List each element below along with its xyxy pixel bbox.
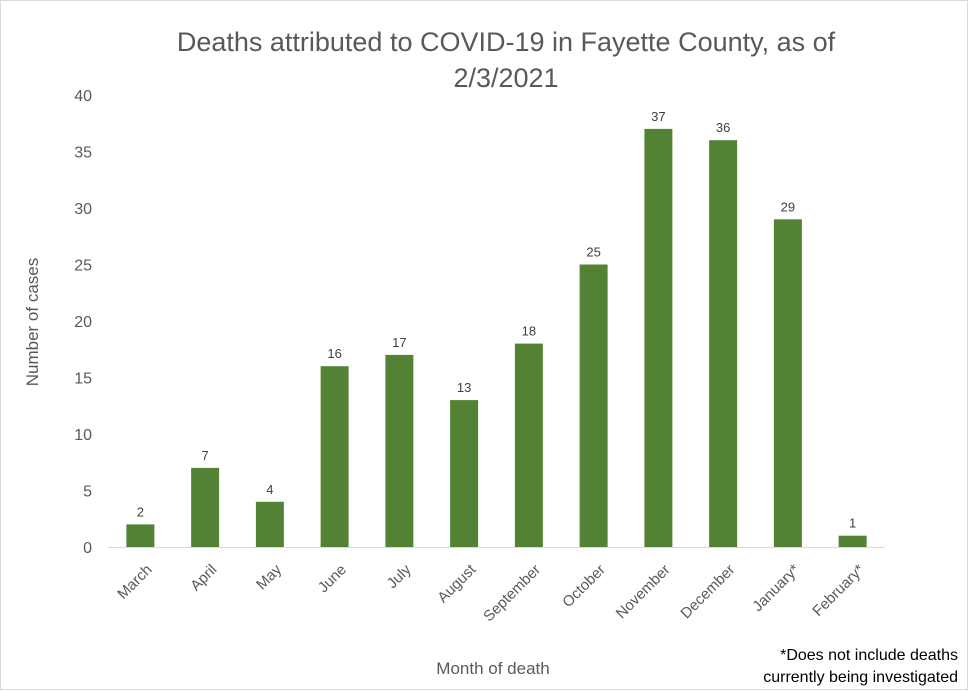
y-tick-label: 15 [74, 371, 92, 388]
bar-data-label: 17 [392, 335, 406, 350]
x-tick-label: September [480, 561, 544, 625]
x-tick-label: August [434, 561, 480, 607]
x-tick-label: February* [809, 561, 868, 620]
x-tick-label: November [613, 561, 674, 622]
bar-data-label: 2 [137, 504, 144, 519]
bar-data-label: 36 [716, 120, 730, 135]
bar [773, 219, 802, 548]
bar [320, 366, 349, 547]
x-tick-label: December [677, 561, 738, 622]
bar [838, 535, 867, 547]
bar [450, 400, 479, 547]
bar [579, 264, 608, 547]
footnote-line-2: currently being investigated [763, 669, 958, 686]
y-tick-label: 35 [74, 145, 92, 162]
x-axis-label: Month of death [436, 659, 549, 678]
bar-data-label: 13 [457, 380, 471, 395]
bar-data-label: 25 [586, 245, 600, 260]
bar [385, 354, 414, 547]
bar-data-label: 16 [327, 346, 341, 361]
x-tick-label: June [315, 561, 350, 596]
y-tick-label: 10 [74, 427, 92, 444]
bar-data-label: 37 [651, 109, 665, 124]
bar-data-label: 18 [522, 324, 536, 339]
x-tick-label: October [559, 561, 609, 611]
bar-data-label: 1 [849, 516, 856, 531]
y-axis-label: Number of cases [23, 258, 42, 387]
x-tick-label: April [187, 561, 220, 594]
bar [709, 140, 738, 547]
x-tick-label: May [253, 561, 285, 593]
bar [255, 501, 284, 547]
y-tick-label: 25 [74, 258, 92, 275]
bar-data-label: 29 [781, 199, 795, 214]
bar [514, 343, 543, 547]
chart-title-line-2: 2/3/2021 [453, 63, 559, 93]
bar [644, 128, 673, 547]
x-tick-label: January* [749, 561, 803, 615]
x-tick-label: March [114, 561, 155, 602]
bar-data-label: 4 [266, 482, 273, 497]
bar [126, 524, 155, 547]
y-tick-label: 30 [74, 201, 92, 218]
y-tick-label: 5 [83, 484, 92, 501]
bar-data-label: 7 [202, 448, 209, 463]
y-tick-label: 0 [83, 540, 92, 557]
footnote-line-1: *Does not include deaths [780, 647, 958, 664]
y-tick-label: 20 [74, 314, 92, 331]
bar [191, 467, 220, 547]
y-tick-label: 40 [74, 88, 92, 105]
chart-title: Deaths attributed to COVID-19 in Fayette… [100, 24, 912, 96]
x-tick-label: July [384, 561, 415, 592]
footnote: *Does not include deaths currently being… [698, 645, 958, 689]
chart-title-line-1: Deaths attributed to COVID-19 in Fayette… [176, 27, 836, 57]
